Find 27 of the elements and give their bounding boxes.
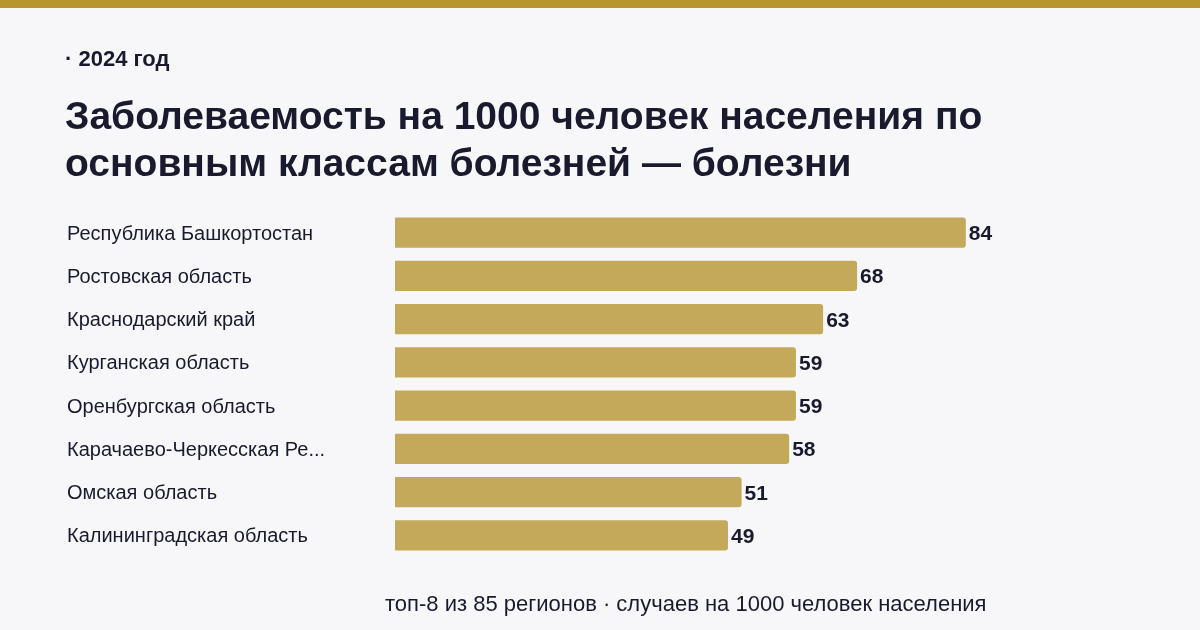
y-tick-label: Ростовская область xyxy=(67,265,252,287)
bar xyxy=(395,520,728,551)
bar xyxy=(395,433,790,465)
y-tick-label: Калининградская область xyxy=(67,524,308,546)
y-tick-label: Краснодарский край xyxy=(67,308,256,330)
bar xyxy=(395,476,742,508)
data-label: 84 xyxy=(968,221,993,245)
data-label: 59 xyxy=(798,350,823,374)
bar xyxy=(395,347,796,378)
y-tick-label: Курганская область xyxy=(67,351,250,373)
bar xyxy=(395,303,824,335)
text: · 2024 год xyxy=(65,46,170,72)
chart-title: Заболеваемость на 1000 человек населения по основным классам болезней — болезни xyxy=(65,93,984,186)
bar xyxy=(395,390,796,421)
y-tick-label: Республика Башкортостан xyxy=(67,222,314,244)
data-label: 58 xyxy=(792,437,816,461)
bar xyxy=(395,217,966,248)
data-label: 49 xyxy=(730,523,755,547)
data-label: 63 xyxy=(826,307,850,331)
bar xyxy=(395,260,858,292)
data-label: 51 xyxy=(744,480,769,504)
y-tick-label: Оренбургская область xyxy=(67,395,276,417)
data-label: 68 xyxy=(860,264,884,288)
text: топ-8 из 85 регионов · случаев на 1000 человек населения xyxy=(385,591,987,617)
y-tick-label: Карачаево-Черкесская Ре... xyxy=(67,438,326,460)
y-tick-label: Омская область xyxy=(67,481,218,503)
data-label: 59 xyxy=(798,394,823,418)
